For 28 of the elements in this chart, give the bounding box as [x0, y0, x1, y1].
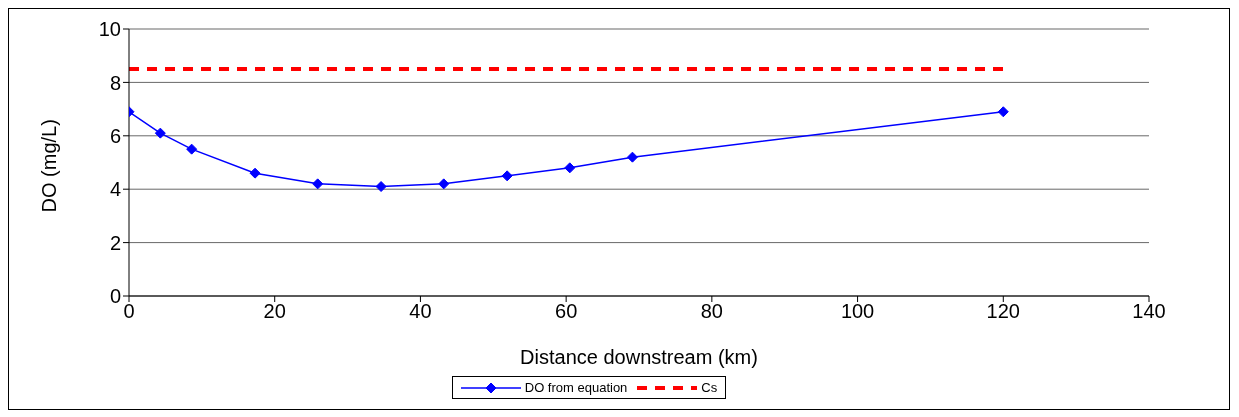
point [375, 181, 387, 193]
x-tick-label: 0 [123, 300, 135, 323]
x-tick-label: 40 [409, 300, 432, 323]
x-tick-label: 100 [840, 300, 875, 323]
y-axis-title: DO (mg/L) [38, 119, 61, 213]
y-tick-label: 2 [109, 231, 121, 254]
x-tick-label: 20 [263, 300, 286, 323]
point [312, 178, 324, 190]
y-tick-label: 0 [109, 285, 121, 308]
point [186, 143, 198, 155]
x-tick-label: 140 [1132, 300, 1166, 323]
y-tick-label: 4 [109, 178, 121, 201]
point [249, 167, 261, 179]
point [438, 178, 450, 190]
x-tick-label: 80 [700, 300, 723, 323]
y-tick-label: 6 [109, 124, 121, 147]
legend-label: Cs [701, 380, 718, 395]
point [626, 151, 638, 163]
x-axis-title: Distance downstream (km) [520, 346, 758, 368]
legend-label: DO from equation [524, 380, 628, 395]
x-tick-label: 60 [555, 300, 578, 323]
point [154, 127, 166, 139]
y-tick-label: 8 [109, 71, 121, 94]
y-tick-label: 10 [98, 18, 121, 41]
x-tick-label: 120 [986, 300, 1020, 323]
point [997, 106, 1009, 118]
point [501, 170, 513, 182]
point [564, 162, 576, 174]
